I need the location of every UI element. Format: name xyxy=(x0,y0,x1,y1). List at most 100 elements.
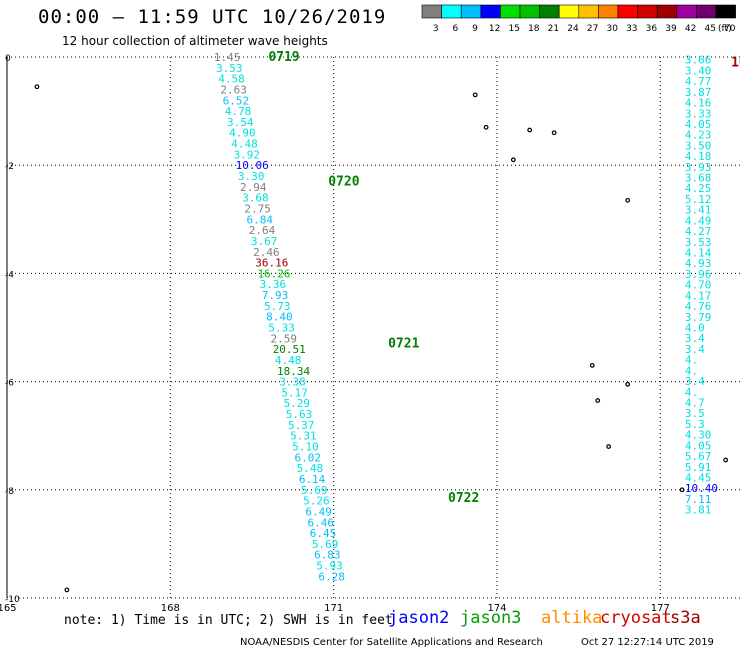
wave-height-value: 18.34 xyxy=(277,365,310,378)
wave-height-value: 4.05 xyxy=(685,439,712,452)
island-outline xyxy=(551,130,557,136)
island-outline xyxy=(723,457,729,463)
wave-height-value: 4.78 xyxy=(225,105,252,118)
wave-height-value: 16.26 xyxy=(257,267,290,280)
wave-height-value: 5.73 xyxy=(264,300,291,313)
satellite-name: altika xyxy=(541,608,603,628)
legend-swatch xyxy=(696,4,717,19)
wave-height-value: 3.5 xyxy=(685,407,705,420)
satellite-name: cryosat xyxy=(600,608,672,628)
wave-height-value: 2.64 xyxy=(249,224,276,237)
wave-height-value: 4.25 xyxy=(685,182,712,195)
pass-time-label: 1010 xyxy=(731,55,740,70)
wave-height-value: 4.93 xyxy=(685,257,712,270)
wave-height-value: 4.7 xyxy=(685,396,705,409)
wave-height-value: 3.41 xyxy=(685,204,712,217)
wave-height-value: 6.46 xyxy=(308,516,335,529)
island-outline xyxy=(34,84,40,90)
legend-label: 15 xyxy=(508,24,519,34)
island-outline xyxy=(606,444,612,449)
legend-label: 21 xyxy=(548,24,559,34)
wave-height-value: 3.36 xyxy=(260,278,287,291)
y-tick-label: -6 xyxy=(5,379,14,389)
wave-height-value: 4.90 xyxy=(229,127,256,140)
wave-height-value: 2.63 xyxy=(220,83,247,96)
wave-height-value: 3.50 xyxy=(685,139,712,152)
legend-swatch xyxy=(656,4,678,19)
wave-height-value: 4.18 xyxy=(685,150,712,163)
wave-height-value: 3.68 xyxy=(685,172,712,185)
wave-height-value: 3.38 xyxy=(279,376,306,389)
wave-height-value: 5.29 xyxy=(284,397,311,410)
island-outline xyxy=(472,92,478,98)
wave-height-value: 3.81 xyxy=(685,504,712,517)
wave-height-value: 3.93 xyxy=(685,161,712,174)
wave-height-value: 3.4 xyxy=(685,375,705,388)
map-title: 00:00 – 11:59 UTC 10/26/2019 xyxy=(38,6,387,28)
wave-height-value: 3.68 xyxy=(242,192,269,205)
legend-label: 39 xyxy=(665,24,677,34)
wave-height-value: 4.23 xyxy=(685,129,712,142)
y-tick-label: -10 xyxy=(5,595,20,605)
wave-height-value: 1.45 xyxy=(214,51,241,64)
wave-height-value: 6.52 xyxy=(223,94,250,107)
wave-height-value: 6.28 xyxy=(318,570,345,583)
wave-height-value: 3.66 xyxy=(685,54,712,67)
legend-label: 42 xyxy=(685,24,696,34)
wave-height-value: 5.37 xyxy=(288,419,315,432)
legend-swatch xyxy=(637,4,658,19)
wave-height-value: 5.12 xyxy=(685,193,712,206)
x-tick-label: 168 xyxy=(161,603,180,614)
wave-height-value: 2.59 xyxy=(271,332,298,345)
wave-height-value: 4.58 xyxy=(218,73,245,86)
satellite-name: s3a xyxy=(670,608,701,628)
wave-height-value: 6.49 xyxy=(305,505,332,518)
legend-swatch xyxy=(519,4,540,19)
wave-height-value: 3.92 xyxy=(233,148,260,161)
legend-label: 18 xyxy=(528,24,540,34)
island-outline xyxy=(510,157,516,163)
wave-height-value: 6.14 xyxy=(299,473,326,486)
wave-height-value: 6.84 xyxy=(247,213,274,226)
wave-height-value: 5.31 xyxy=(290,430,317,443)
wave-height-value: 3.87 xyxy=(685,86,712,99)
x-tick-label: 165 xyxy=(0,603,17,614)
wave-height-value: 5.91 xyxy=(685,461,712,474)
legend-swatch xyxy=(617,4,638,19)
wave-height-value: 5.69 xyxy=(301,484,328,497)
wave-height-value: 10.40 xyxy=(685,482,718,495)
wave-height-value: 36.16 xyxy=(255,257,288,270)
wave-height-value: 5.67 xyxy=(685,450,712,463)
wave-height-value: 5.17 xyxy=(281,386,308,399)
legend-label: 12 xyxy=(489,24,500,34)
wave-height-value: 3.53 xyxy=(685,236,712,249)
wave-height-value: 5.26 xyxy=(303,495,330,508)
credit-line: NOAA/NESDIS Center for Satellite Applica… xyxy=(240,637,543,648)
island-outline xyxy=(625,381,631,387)
y-tick-label: -4 xyxy=(5,270,14,280)
wave-height-value: 5.10 xyxy=(292,441,319,454)
wave-height-value: 4. xyxy=(685,364,698,377)
wave-height-value: 8.40 xyxy=(266,311,293,324)
x-tick-label: 171 xyxy=(324,603,343,614)
legend-swatch xyxy=(598,4,619,19)
wave-height-value: 7.11 xyxy=(685,493,712,506)
wave-height-value: 4.0 xyxy=(685,322,705,335)
map-subtitle: 12 hour collection of altimeter wave hei… xyxy=(62,34,328,48)
wave-height-value: 7.93 xyxy=(262,289,289,302)
legend-swatch xyxy=(539,4,560,19)
wave-height-value: 4. xyxy=(685,386,698,399)
legend-label: 24 xyxy=(567,24,579,34)
y-tick-label: 0 xyxy=(5,54,11,64)
generation-timestamp: Oct 27 12:27:14 UTC 2019 xyxy=(581,637,714,648)
wave-height-value: 3.53 xyxy=(216,62,243,75)
wave-height-value: 3.40 xyxy=(685,64,712,77)
pass-time-label: 0720 xyxy=(328,174,359,189)
island-outline xyxy=(625,197,631,203)
legend-swatch xyxy=(441,4,462,19)
wave-height-value: 2.94 xyxy=(240,181,267,194)
island-outline xyxy=(595,398,601,403)
wave-height-value: 3.54 xyxy=(227,116,254,129)
wave-height-value: 4.76 xyxy=(685,300,712,313)
